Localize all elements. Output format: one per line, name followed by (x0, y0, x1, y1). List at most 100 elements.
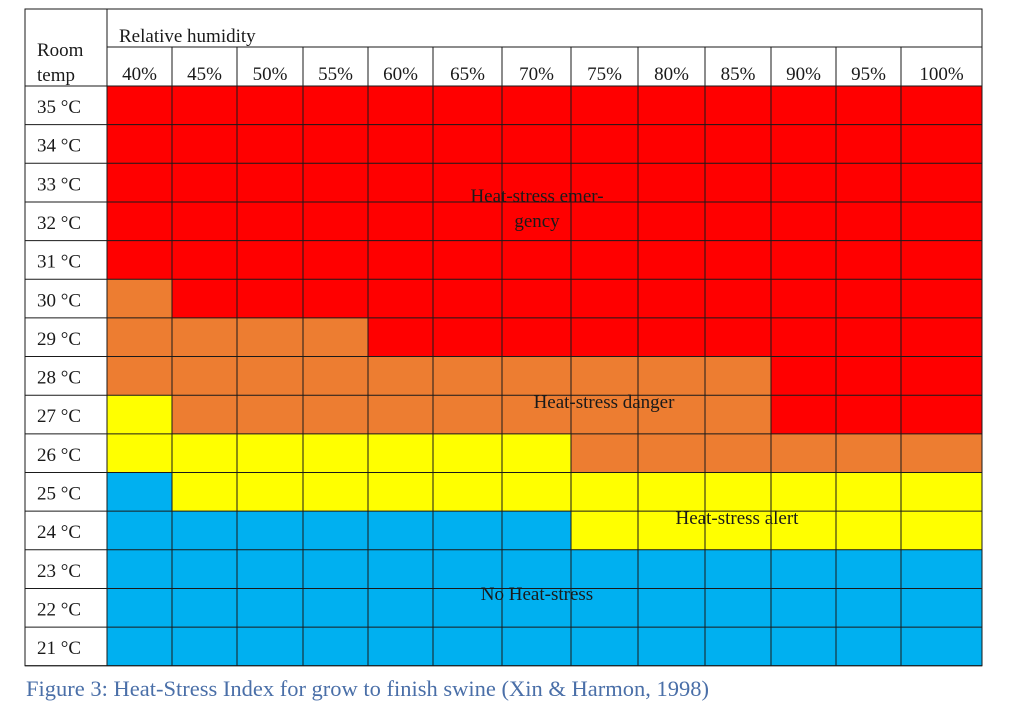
region-label-none: No Heat-stress (481, 584, 593, 605)
heatmap-cell (571, 240, 638, 280)
row-label: 25 °C (37, 484, 81, 505)
heatmap-cell (433, 627, 502, 666)
heatmap-cell (771, 240, 836, 280)
heatmap-cell (705, 86, 771, 125)
heatmap-cell (638, 279, 705, 318)
heatmap-cell (836, 124, 901, 164)
heatmap-cell (368, 627, 433, 666)
corner-label: Room (37, 40, 84, 61)
column-group-label: Relative humidity (119, 26, 256, 47)
heatmap-cell (433, 163, 502, 202)
row-label: 28 °C (37, 368, 81, 389)
heatmap-cell (771, 511, 836, 550)
heatmap-cell (571, 201, 638, 241)
row-label: 24 °C (37, 522, 81, 543)
heatmap-cell (638, 627, 705, 666)
heatmap-cell (571, 356, 638, 396)
heatmap-cell (901, 511, 982, 550)
heatmap-cell (368, 433, 433, 473)
heatmap-cell (303, 627, 368, 666)
heatmap-cell (705, 627, 771, 666)
region-label-alert: Heat-stress alert (676, 508, 800, 529)
row-label: 26 °C (37, 445, 81, 466)
heatmap-cell (771, 472, 836, 512)
heatmap-cell (836, 317, 901, 357)
heatmap-cell (771, 549, 836, 589)
column-label: 95% (851, 64, 886, 85)
heatmap-cell (705, 240, 771, 280)
corner-label: temp (37, 65, 75, 86)
row-label: 32 °C (37, 213, 81, 234)
heatmap-cell (172, 395, 237, 434)
column-label: 40% (122, 64, 157, 85)
heatmap-cell (638, 240, 705, 280)
heatmap-cell (638, 124, 705, 164)
heatmap-cell (368, 86, 433, 125)
heatmap-cell (571, 395, 638, 434)
heatmap-cell (172, 549, 237, 589)
heatmap-cell (836, 433, 901, 473)
column-label: 45% (187, 64, 222, 85)
heatmap-cell (571, 588, 638, 628)
heatmap-cells (107, 86, 982, 666)
column-label: 70% (519, 64, 554, 85)
heatmap-cell (638, 201, 705, 241)
heatmap-cell (433, 124, 502, 164)
heatmap-cell (107, 588, 172, 628)
heatmap-cell (303, 356, 368, 396)
row-label: 29 °C (37, 329, 81, 350)
heatmap-cell (571, 549, 638, 589)
column-label: 90% (786, 64, 821, 85)
heatmap-cell (901, 279, 982, 318)
heatmap-cell (502, 395, 571, 434)
heatmap-cell (107, 163, 172, 202)
heatmap-cell (638, 472, 705, 512)
heatmap-cell (502, 588, 571, 628)
heatmap-cell (836, 549, 901, 589)
heatmap-cell (172, 124, 237, 164)
heatmap-cell (368, 472, 433, 512)
heatmap-cell (237, 472, 303, 512)
column-label: 55% (318, 64, 353, 85)
heatmap-cell (771, 279, 836, 318)
heatmap-cell (638, 317, 705, 357)
column-label: 80% (654, 64, 689, 85)
heatmap-cell (836, 356, 901, 396)
heatmap-cell (638, 433, 705, 473)
heatmap-cell (368, 240, 433, 280)
heatmap-cell (502, 472, 571, 512)
region-label-danger: Heat-stress danger (534, 392, 676, 413)
heatmap-cell (705, 472, 771, 512)
heatmap-cell (433, 240, 502, 280)
heatmap-cell (433, 549, 502, 589)
heatmap-cell (571, 124, 638, 164)
heatmap-cell (836, 201, 901, 241)
heatmap-cell (571, 433, 638, 473)
heatmap-cell (237, 588, 303, 628)
row-label: 27 °C (37, 406, 81, 427)
heatmap-cell (901, 201, 982, 241)
heatmap-cell (502, 201, 571, 241)
heatmap-cell (901, 163, 982, 202)
heatmap-cell (771, 356, 836, 396)
heatmap-cell (836, 279, 901, 318)
heatmap-cell (571, 317, 638, 357)
heatmap-cell (237, 317, 303, 357)
heatmap-cell (107, 317, 172, 357)
heatmap-cell (303, 163, 368, 202)
heatmap-cell (502, 433, 571, 473)
heatmap-cell (836, 86, 901, 125)
heatmap-cell (303, 472, 368, 512)
figure-caption: Figure 3: Heat-Stress Index for grow to … (26, 676, 710, 701)
heat-stress-table: Room temp Relative humidity 40% 45% 50% 55% 60%… (24, 8, 983, 667)
row-label: 30 °C (37, 290, 81, 311)
heatmap-cell (901, 240, 982, 280)
heatmap-cell (107, 433, 172, 473)
heatmap-cell (638, 86, 705, 125)
heatmap-cell (705, 395, 771, 434)
heatmap-cell (571, 511, 638, 550)
heatmap-cell (502, 356, 571, 396)
heatmap-cell (303, 201, 368, 241)
heatmap-cell (836, 395, 901, 434)
heatmap-cell (433, 317, 502, 357)
